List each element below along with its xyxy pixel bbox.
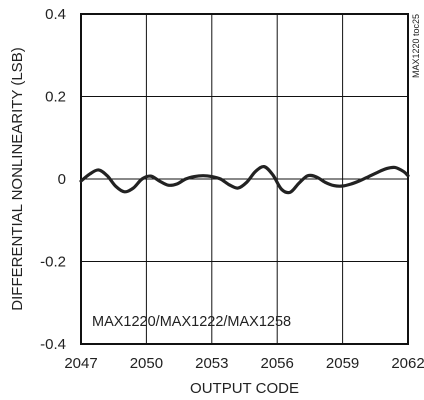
y-tick-label: -0.4 (40, 336, 66, 353)
y-tick-labels: -0.4 -0.2 0 0.2 0.4 (40, 6, 66, 353)
y-tick-label: 0.2 (45, 89, 66, 106)
x-tick-label: 2059 (326, 355, 359, 372)
grid-lines (81, 14, 408, 344)
figure-id-label: MAX1220 toc25 (411, 14, 421, 78)
x-tick-label: 2047 (64, 355, 97, 372)
x-tick-labels: 2047 2050 2053 2056 2059 2062 (64, 355, 424, 372)
y-tick-label: -0.2 (40, 254, 66, 271)
x-tick-label: 2056 (261, 355, 294, 372)
x-tick-label: 2050 (130, 355, 163, 372)
y-tick-label: 0.4 (45, 6, 66, 23)
series-line (79, 164, 410, 195)
x-axis-title: OUTPUT CODE (190, 380, 299, 397)
device-annotation: MAX1220/MAX1222/MAX1258 (92, 314, 291, 330)
x-tick-label: 2062 (391, 355, 424, 372)
x-tick-label: 2053 (195, 355, 228, 372)
y-axis-title: DIFFERENTIAL NONLINEARITY (LSB) (9, 47, 26, 310)
y-tick-label: 0 (58, 171, 66, 188)
